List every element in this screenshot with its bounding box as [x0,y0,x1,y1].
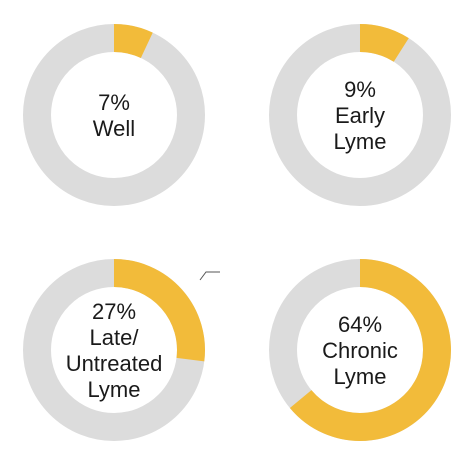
donut-value-slice [359,24,409,63]
donut-category-label: Well [93,116,135,141]
donut-category-label: Late/ [90,325,140,350]
donut-category-label: Lyme [334,364,387,389]
donut-value-label: 7% [98,90,130,115]
callout-tick [199,271,220,281]
donut-category-label: Lyme [334,129,387,154]
donut-value-slice [113,259,205,362]
donut-value-label: 64% [338,312,382,337]
donut-value-label: 9% [344,77,376,102]
donut-chart: 7%Well [23,24,205,206]
donut-value-slice [113,24,153,59]
donut-value-slice [289,259,451,441]
donut-category-label: Untreated [66,351,163,376]
donut-category-label: Chronic [322,338,398,363]
donut-value-label: 27% [92,299,136,324]
donut-category-label: Lyme [88,377,141,402]
donut-category-label: Early [335,103,385,128]
